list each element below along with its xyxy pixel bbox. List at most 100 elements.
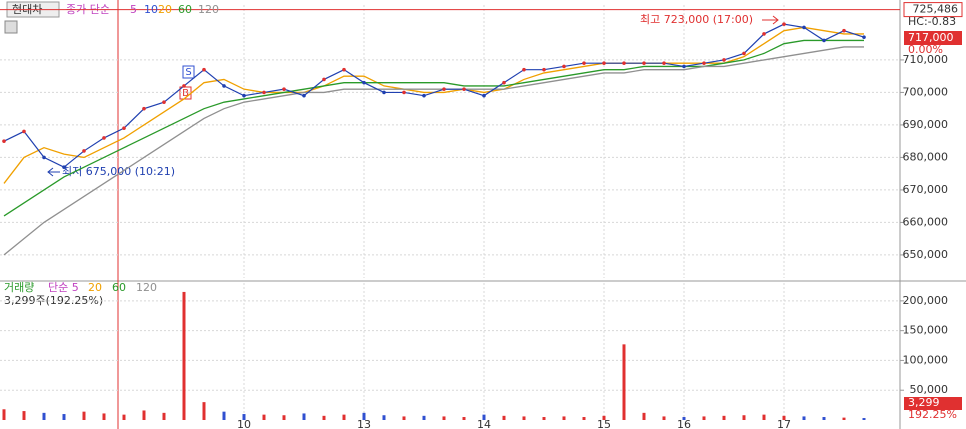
price-point (162, 100, 166, 104)
legend-entry: 60 (112, 281, 126, 294)
price-point (602, 61, 606, 65)
volume-bar (782, 415, 786, 420)
legend-entry: 120 (136, 281, 157, 294)
legend-entry: 60 (178, 3, 192, 16)
volume-bar (342, 414, 346, 420)
volume-bar (182, 291, 186, 420)
volume-bar (302, 413, 306, 420)
price-point (502, 80, 506, 85)
price-point (842, 28, 846, 33)
price-point (82, 149, 86, 153)
volume-bar (22, 411, 26, 420)
price-point (202, 67, 206, 72)
legend-entry: 20 (88, 281, 102, 294)
price-point (242, 93, 246, 98)
price-point (462, 87, 466, 91)
price-line (3, 23, 865, 168)
volume-bar (382, 415, 386, 420)
price-point (362, 80, 366, 85)
y-tick-label: 670,000 (903, 183, 949, 196)
volume-bar (142, 410, 146, 420)
volume-bar (642, 412, 646, 420)
volume-bar (462, 417, 466, 420)
legend-entry: 20 (158, 3, 172, 16)
y-tick-label: 710,000 (903, 53, 949, 66)
volume-bar (2, 409, 6, 420)
volume-bar (762, 414, 766, 420)
price-point (22, 129, 26, 134)
price-point (782, 22, 786, 26)
legend-prefix: 거래량 (4, 281, 34, 294)
arrow (47, 167, 60, 177)
price-point (102, 136, 106, 140)
volume-bar (202, 402, 206, 420)
volume-bar (402, 416, 406, 420)
price-point (342, 67, 346, 72)
price-point (622, 61, 626, 65)
x-tick-label: 14 (477, 418, 491, 429)
y-tick-label: 700,000 (903, 85, 949, 98)
legend-entry: 단순 5 (48, 281, 79, 294)
volume-bar (622, 344, 626, 420)
y-tick-label: 100,000 (903, 353, 949, 366)
volume-bar (242, 414, 246, 420)
right-tag: 192.25% (908, 408, 957, 421)
price-point (442, 87, 446, 91)
price-point (682, 64, 686, 69)
x-tick-label: 17 (777, 418, 791, 429)
ma-line (3, 39, 864, 217)
price-point (262, 90, 266, 95)
volume-bar (802, 416, 806, 420)
volume-bar (282, 415, 286, 420)
volume-bar (262, 414, 266, 420)
price-point (582, 61, 586, 65)
y-tick-label: 650,000 (903, 248, 949, 261)
volume-bar (42, 412, 46, 420)
table-icon[interactable] (4, 20, 18, 34)
volume-bar (722, 415, 726, 420)
signal-box (182, 65, 195, 79)
price-point (142, 106, 146, 111)
price-point (482, 93, 486, 98)
volume-bar (822, 417, 826, 420)
volume-bar (102, 413, 106, 420)
signal: S (185, 67, 191, 78)
price-point (122, 126, 126, 130)
price-point (62, 165, 66, 169)
right-tag: 717,000 (908, 31, 954, 44)
right-tag: 0.00% (908, 43, 943, 56)
price-point (282, 87, 286, 91)
volume-bar (842, 417, 846, 420)
y-tick-label: 660,000 (903, 215, 949, 228)
price-point (822, 38, 826, 43)
volume-bar (522, 416, 526, 420)
x-tick-label: 10 (237, 418, 251, 429)
volume-bar (122, 414, 126, 420)
volume-bar (602, 415, 606, 420)
plot-bg (0, 0, 900, 429)
volume-bar (222, 411, 226, 420)
volume-bar (162, 412, 166, 420)
price-point (302, 93, 306, 98)
price-point (862, 35, 866, 39)
right-tag: HC:-0.83 (908, 15, 956, 28)
price-point (662, 61, 666, 65)
high-annotation: 최고 723,000 (17:00) (640, 13, 753, 26)
volume-bar (582, 417, 586, 420)
volume-bar (862, 418, 866, 420)
y-tick-label: 200,000 (903, 294, 949, 307)
volume-bar (682, 417, 686, 420)
price-point (742, 51, 746, 56)
legend-entry: 5 (130, 3, 137, 16)
legend-entry: 120 (198, 3, 219, 16)
volume-bar (82, 411, 86, 420)
price-point (722, 58, 726, 62)
price-point (382, 90, 386, 95)
ma-line (3, 46, 864, 256)
price-point (542, 67, 546, 72)
volume-bar (482, 414, 486, 420)
y-tick-label: 680,000 (903, 150, 949, 163)
y-tick-label: 50,000 (910, 383, 949, 396)
arrow (762, 15, 779, 25)
right-tag: 3,299 (908, 396, 940, 409)
